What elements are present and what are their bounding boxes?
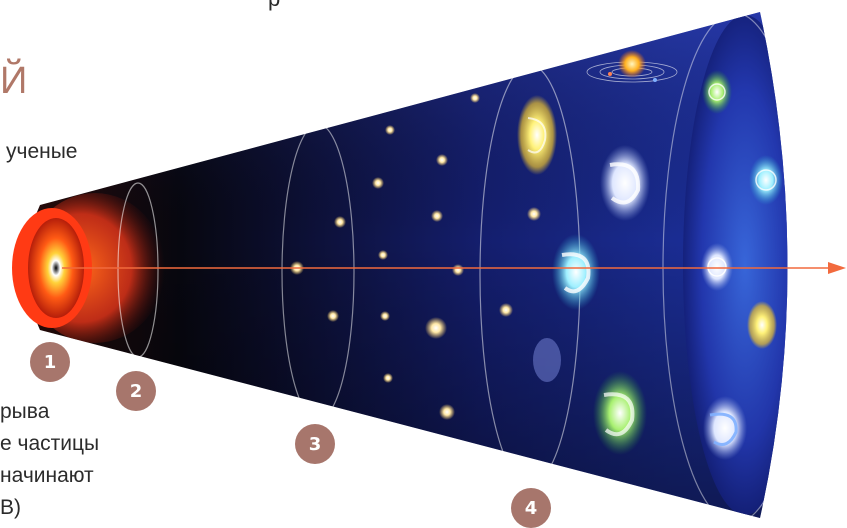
- solar-system: [586, 50, 678, 83]
- text-line-chasticy: е частицы: [0, 432, 100, 455]
- text-line-v: В): [0, 496, 21, 519]
- text-line-ryva: рыва: [0, 400, 50, 423]
- ring-stage-3: [281, 123, 355, 421]
- fragment-top-text: р: [268, 0, 280, 12]
- ring-stage-2: [117, 182, 159, 358]
- cone-end-cap: [683, 15, 788, 515]
- text-line-nachinayut: начинают: [0, 464, 94, 487]
- expansion-arrow: [62, 262, 846, 274]
- distant-galaxies-group: [701, 70, 783, 460]
- stage-badge-4: 4: [511, 488, 551, 528]
- heading-fragment: Й: [0, 60, 29, 102]
- stage-badge-3: 3: [295, 424, 335, 464]
- big-bang-core: [28, 218, 84, 318]
- stage-badge-2: 2: [116, 371, 156, 411]
- stars-group: [290, 93, 541, 420]
- galaxies-group: [517, 95, 650, 455]
- stage-badge-1: 1: [30, 342, 70, 382]
- text-line-uchenye: ученые: [6, 140, 78, 163]
